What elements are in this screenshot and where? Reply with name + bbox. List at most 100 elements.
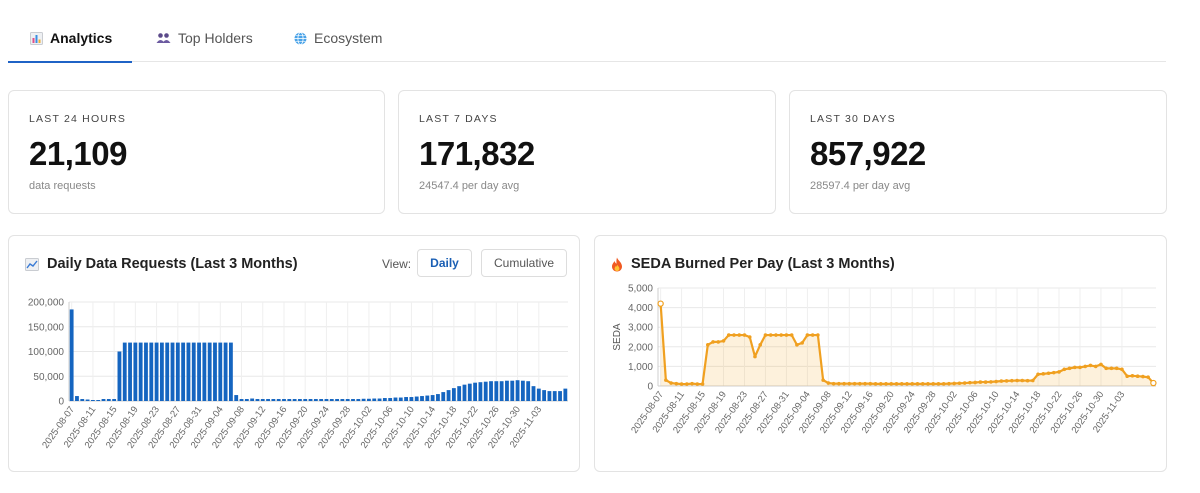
data-point xyxy=(789,333,794,337)
bar xyxy=(260,399,265,401)
stat-value: 857,922 xyxy=(810,135,926,172)
data-point xyxy=(1125,374,1129,378)
bar xyxy=(308,399,313,401)
data-point xyxy=(1099,362,1103,367)
bar xyxy=(191,342,196,401)
data-point xyxy=(1114,366,1119,371)
bar xyxy=(144,342,148,401)
data-point xyxy=(747,335,752,339)
data-point xyxy=(852,381,857,386)
bar xyxy=(547,391,552,401)
area-fill xyxy=(660,303,1154,386)
data-point xyxy=(863,381,867,386)
burn-area-chart: 01,0002,0003,0004,0005,0002025-08-072025… xyxy=(612,284,1157,436)
data-point xyxy=(952,381,956,386)
y-tick-label: 50,000 xyxy=(33,372,64,383)
tab-ecosystem-label: Ecosystem xyxy=(314,30,383,46)
data-point xyxy=(926,382,930,386)
bar xyxy=(244,399,249,401)
data-point xyxy=(1150,379,1157,387)
data-point xyxy=(669,381,673,385)
data-point xyxy=(936,382,941,386)
data-point xyxy=(1015,378,1019,383)
cumulative-view-button[interactable]: Cumulative xyxy=(481,249,567,277)
stat-subtext: data requests xyxy=(29,180,96,192)
data-point xyxy=(774,333,778,337)
requests-chart-title-text: Daily Data Requests (Last 3 Months) xyxy=(47,256,298,272)
tab-top-holders[interactable]: Top Holders xyxy=(156,14,253,62)
data-point xyxy=(947,381,951,386)
data-point xyxy=(957,381,962,386)
bar xyxy=(510,380,515,401)
data-point xyxy=(889,382,894,386)
bar xyxy=(515,380,520,401)
bar xyxy=(80,399,85,401)
data-point xyxy=(726,333,731,337)
stat-value: 171,832 xyxy=(419,135,535,172)
data-point xyxy=(768,333,773,337)
burn-chart-panel: SEDA Burned Per Day (Last 3 Months) 0 1,0… xyxy=(594,235,1167,472)
bar-chart-icon xyxy=(30,31,43,45)
bar xyxy=(462,384,467,401)
bar xyxy=(292,399,297,401)
data-point xyxy=(1031,378,1035,383)
data-point xyxy=(884,382,888,386)
data-point xyxy=(706,343,710,347)
requests-chart-title: Daily Data Requests (Last 3 Months) xyxy=(25,256,298,272)
data-point xyxy=(657,300,664,307)
data-point xyxy=(685,382,689,386)
bar xyxy=(85,399,90,401)
bar xyxy=(329,399,334,401)
bar xyxy=(393,397,398,401)
data-point xyxy=(1051,370,1056,375)
data-point xyxy=(1120,367,1124,372)
data-point xyxy=(1057,370,1061,374)
stat-label: LAST 24 HOURS xyxy=(29,113,127,125)
data-point xyxy=(826,381,831,385)
data-point xyxy=(894,382,899,386)
bar xyxy=(425,395,430,401)
bar xyxy=(282,399,286,401)
stat-subtext: 24547.4 per day avg xyxy=(419,180,520,192)
bar xyxy=(451,388,456,401)
data-point xyxy=(1072,365,1077,370)
requests-bar-chart: 050,000100,000150,000200,0002025-08-0720… xyxy=(28,298,568,451)
bar xyxy=(213,342,217,401)
tab-bar: Analytics Top Holders Ecosystem xyxy=(7,14,1166,63)
data-point xyxy=(847,381,852,386)
tab-analytics[interactable]: Analytics xyxy=(7,14,133,63)
bar xyxy=(520,380,525,401)
data-point xyxy=(1020,378,1025,383)
bar xyxy=(345,399,350,401)
data-point xyxy=(868,381,873,386)
data-point xyxy=(837,381,841,386)
bar xyxy=(287,399,292,401)
bar xyxy=(223,342,228,401)
bar xyxy=(430,395,435,401)
bar xyxy=(382,398,387,401)
bar xyxy=(473,382,478,401)
bar xyxy=(361,398,366,401)
bar xyxy=(298,399,302,401)
tab-ecosystem[interactable]: Ecosystem xyxy=(294,14,382,62)
bar xyxy=(420,396,424,401)
bar xyxy=(90,400,95,401)
bar xyxy=(436,394,440,401)
data-point xyxy=(858,381,862,386)
bar xyxy=(377,398,382,401)
bar xyxy=(234,395,239,401)
bar xyxy=(175,342,180,401)
bar xyxy=(255,399,260,401)
bar xyxy=(351,399,355,401)
bar xyxy=(414,396,419,401)
bar xyxy=(202,342,207,401)
bar xyxy=(170,342,175,401)
data-point xyxy=(1010,378,1014,383)
data-point xyxy=(779,333,783,337)
daily-view-button[interactable]: Daily xyxy=(417,249,472,277)
data-point xyxy=(784,333,789,337)
bar xyxy=(499,381,504,401)
data-point xyxy=(973,380,977,385)
bar xyxy=(207,342,212,401)
bar xyxy=(239,399,244,401)
